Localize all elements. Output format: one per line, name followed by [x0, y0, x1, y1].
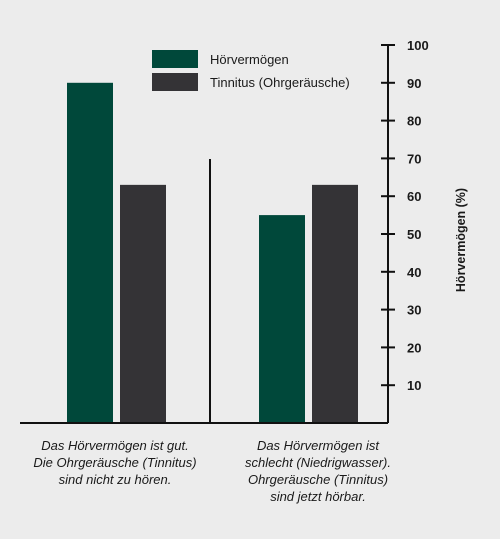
y-axis-title: Hörvermögen (%): [454, 188, 468, 292]
y-tick-label: 70: [407, 151, 421, 166]
legend: Hörvermögen Tinnitus (Ohrgeräusche): [152, 50, 350, 91]
bar-tinnitus-group-2: [312, 184, 358, 423]
legend-swatch: [152, 50, 198, 68]
category-label-line: schlecht (Niedrigwasser).: [245, 455, 391, 470]
legend-swatch: [152, 73, 198, 91]
category-label: Das Hörvermögen ist schlecht (Niedrigwass…: [198, 437, 438, 505]
bar-tinnitus-group-1: [120, 184, 166, 423]
category-label-line: Ohrgeräusche (Tinnitus): [247, 472, 389, 487]
y-tick-label: 40: [407, 265, 421, 280]
legend-label: Hörvermögen: [210, 52, 289, 67]
y-tick-label: 90: [407, 76, 421, 91]
category-label-line: sind nicht zu hören.: [58, 472, 172, 487]
category-label-line: Die Ohrgeräusche (Tinnitus): [33, 455, 197, 470]
category-label-line: Das Hörvermögen ist: [256, 438, 380, 453]
category-label-line: sind jetzt hörbar.: [270, 489, 366, 504]
bar-hoervermoegen-group-1: [67, 82, 113, 424]
y-tick-label: 100: [407, 38, 429, 53]
y-tick-label: 60: [407, 189, 421, 204]
legend-label: Tinnitus (Ohrgeräusche): [210, 75, 350, 90]
bar-hoervermoegen-group-2: [259, 215, 305, 423]
y-tick-label: 20: [407, 340, 421, 355]
y-tick-label: 80: [407, 114, 421, 129]
y-tick-label: 50: [407, 227, 421, 242]
category-label: Das Hörvermögen ist gut. Die Ohrgeräusche…: [0, 437, 235, 488]
y-tick-label: 10: [407, 378, 421, 393]
y-tick-label: 30: [407, 303, 421, 318]
category-label-line: Das Hörvermögen ist gut.: [41, 438, 189, 453]
